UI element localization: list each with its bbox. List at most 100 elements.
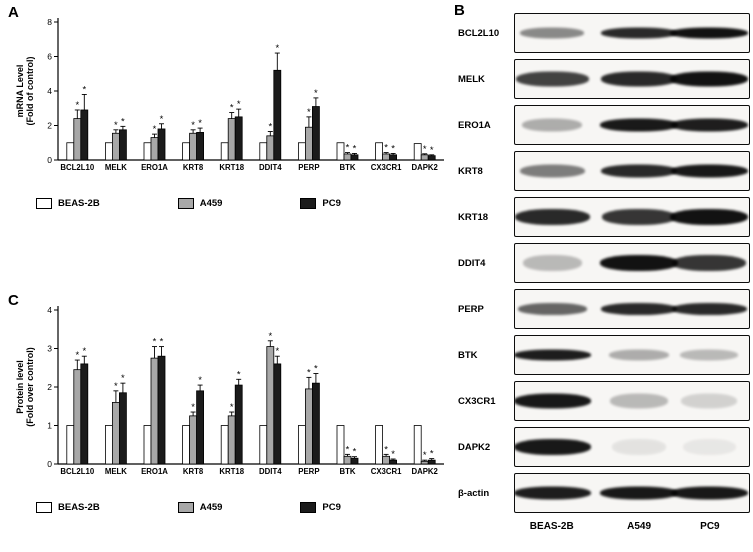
panel-c-label: C: [8, 292, 19, 309]
protein-band: [515, 486, 591, 500]
protein-band: [602, 209, 676, 225]
legend-swatch: [300, 198, 317, 209]
legend-label: BEAS-2B: [58, 198, 100, 209]
svg-text:Protein level(Fold over contro: Protein level(Fold over control): [15, 347, 35, 427]
svg-text:*: *: [314, 364, 318, 375]
protein-band: [670, 164, 748, 178]
svg-text:*: *: [423, 144, 427, 155]
protein-band: [519, 164, 586, 178]
svg-text:4: 4: [47, 86, 52, 96]
protein-band: [599, 255, 679, 271]
svg-text:0: 0: [47, 459, 52, 469]
svg-text:*: *: [230, 103, 234, 114]
blot-gene-label: ERO1A: [458, 119, 491, 131]
lane-label: A549: [627, 521, 652, 532]
legend-label: A459: [199, 198, 223, 209]
svg-text:*: *: [153, 124, 157, 135]
protein-band: [515, 439, 592, 455]
blot-image: [514, 105, 750, 145]
svg-text:*: *: [314, 88, 318, 99]
blot-gene-label: β-actin: [458, 487, 490, 499]
blot-image: [514, 13, 750, 53]
legend-swatch: [177, 502, 194, 513]
protein-band: [672, 255, 747, 271]
blot-image: [514, 197, 750, 237]
svg-text:*: *: [237, 369, 241, 380]
x-tick-label: BCL2L10: [60, 467, 94, 476]
svg-text:*: *: [353, 447, 357, 458]
x-tick-label: KRT8: [183, 163, 204, 172]
svg-text:1: 1: [47, 420, 52, 430]
legend-protein: BEAS-2B A459 PC9: [36, 502, 341, 513]
svg-text:0: 0: [47, 155, 52, 165]
svg-text:*: *: [82, 346, 86, 357]
svg-text:2: 2: [47, 120, 52, 130]
panel-b-label: B: [454, 2, 465, 19]
protein-band: [516, 71, 589, 87]
protein-band: [601, 27, 677, 39]
x-tick-label: DDIT4: [259, 467, 282, 476]
lane-label: PC9: [700, 521, 720, 532]
protein-band: [682, 439, 736, 455]
svg-text:mRNA Level(Fold of control): mRNA Level(Fold of control): [15, 57, 35, 126]
svg-text:*: *: [121, 373, 125, 384]
blot-row: MELK: [456, 59, 750, 99]
protein-band: [518, 303, 587, 315]
panel-c: C 0 1 2 3 4 Protein level(Fold over control) *…: [6, 290, 450, 550]
svg-text:*: *: [75, 100, 79, 111]
blot-row: BCL2L10: [456, 13, 750, 53]
svg-text:*: *: [114, 120, 118, 131]
blot-row: PERP: [456, 289, 750, 329]
svg-text:*: *: [346, 143, 350, 154]
blot-image: [514, 289, 750, 329]
x-tick-label: CX3CR1: [371, 467, 402, 476]
blot-row: BTK: [456, 335, 750, 375]
blot-row: KRT18: [456, 197, 750, 237]
blot-image: [514, 335, 750, 375]
x-tick-label: MELK: [105, 163, 127, 172]
protein-band: [670, 486, 748, 500]
blot-image: [514, 473, 750, 513]
blot-row: DDIT4: [456, 243, 750, 283]
blot-row: KRT8: [456, 151, 750, 191]
legend-mrna: BEAS-2B A459 PC9: [36, 198, 341, 209]
protein-band: [612, 439, 666, 455]
legend-item: A459: [177, 198, 223, 209]
svg-text:*: *: [160, 337, 164, 348]
blot-row: CX3CR1: [456, 381, 750, 421]
blot-gene-label: DAPK2: [458, 441, 491, 453]
protein-band: [670, 27, 749, 39]
svg-text:*: *: [121, 116, 125, 127]
x-tick-label: ERO1A: [141, 163, 168, 172]
protein-band: [601, 71, 677, 87]
panel-a: A 0 2 4 6 8 mRNA Level(Fold of control) * * BCL2…: [6, 2, 450, 242]
legend-swatch: [36, 198, 52, 209]
x-tick-label: ERO1A: [141, 467, 168, 476]
blot-row: ERO1A: [456, 105, 750, 145]
legend-swatch: [177, 198, 194, 209]
legend-item: PC9: [300, 502, 341, 513]
x-tick-label: BTK: [339, 163, 355, 172]
svg-text:*: *: [275, 43, 279, 54]
x-tick-label: DAPK2: [411, 163, 438, 172]
svg-text:*: *: [75, 350, 79, 361]
protein-band: [515, 349, 591, 361]
svg-text:3: 3: [47, 343, 52, 353]
svg-text:*: *: [191, 402, 195, 413]
x-tick-label: MELK: [105, 467, 127, 476]
svg-text:*: *: [268, 331, 272, 342]
svg-text:*: *: [198, 375, 202, 386]
legend-swatch: [300, 502, 317, 513]
protein-band: [679, 349, 739, 361]
blot-row: β-actin: [456, 473, 750, 513]
protein-band: [515, 209, 591, 225]
legend-label: PC9: [322, 502, 341, 513]
panel-a-label: A: [8, 4, 19, 21]
legend-item: PC9: [300, 198, 341, 209]
x-tick-label: KRT8: [183, 467, 204, 476]
x-tick-label: KRT18: [219, 467, 244, 476]
blot-image: [514, 151, 750, 191]
blot-gene-label: PERP: [458, 303, 484, 315]
